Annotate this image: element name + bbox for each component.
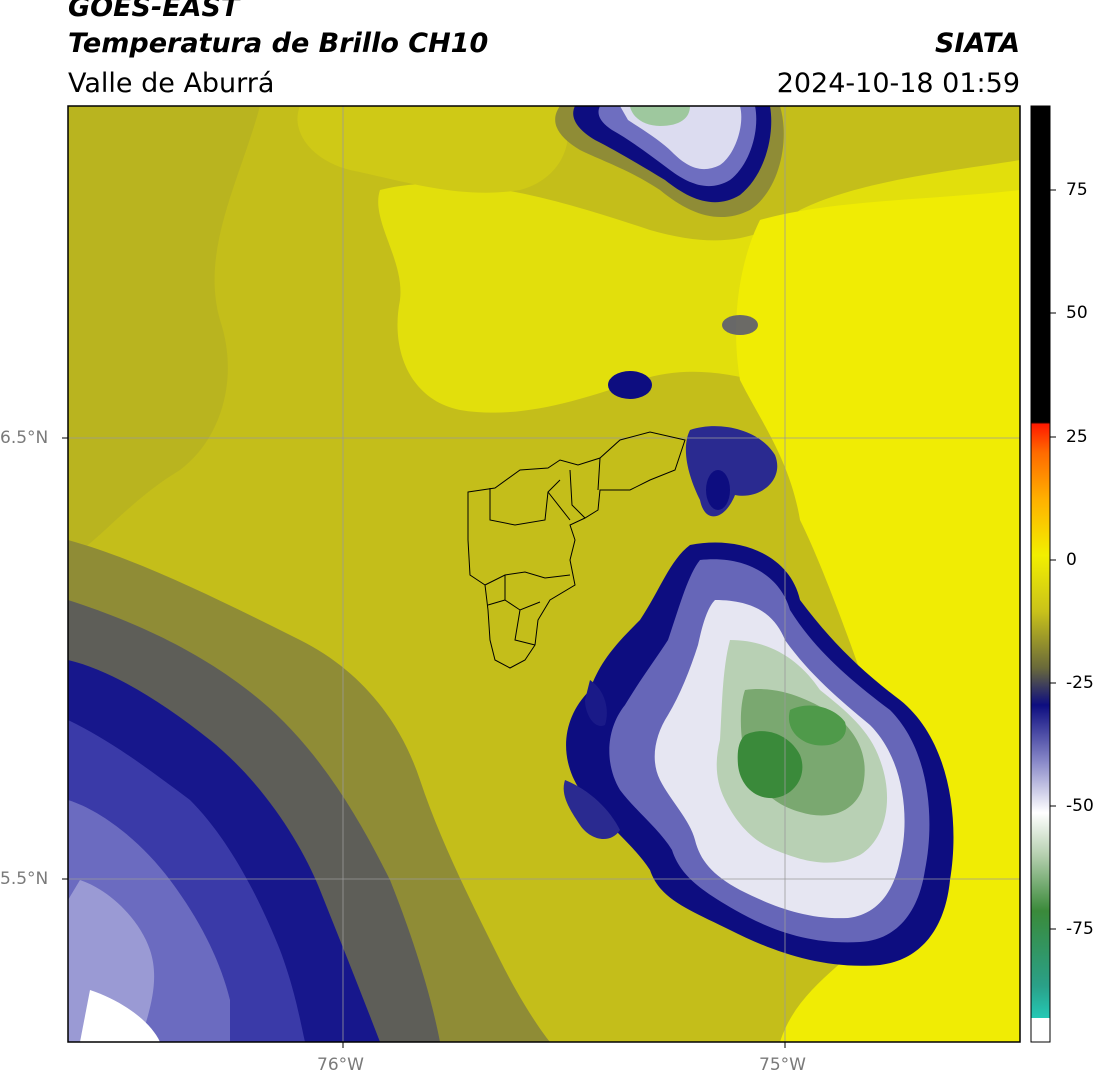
datetime-label: 2024-10-18 01:59 <box>776 68 1020 99</box>
satellite-title: GOES-EAST <box>68 0 240 23</box>
colorbar-tick-25: 25 <box>1066 427 1088 447</box>
map-frame <box>67 105 1021 1043</box>
colorbar-tick-0: 0 <box>1066 550 1077 570</box>
lon-label-76w: 76°W <box>317 1055 364 1075</box>
colorbar-tick-minus50: -50 <box>1066 796 1094 816</box>
municipality-boundaries <box>467 431 686 669</box>
lat-label-6-5n: 6.5°N <box>0 428 49 448</box>
colorbar <box>1030 105 1056 1043</box>
lon-label-75w: 75°W <box>759 1055 806 1075</box>
product-title: Temperatura de Brillo CH10 <box>68 28 489 59</box>
region-label: Valle de Aburrá <box>68 68 275 99</box>
colorbar-tick-50: 50 <box>1066 303 1088 323</box>
colorbar-tick-minus75: -75 <box>1066 919 1094 939</box>
lat-label-5-5n: 5.5°N <box>0 869 49 889</box>
agency-label: SIATA <box>934 28 1020 59</box>
temperature-field <box>68 106 1020 1042</box>
colorbar-tick-75: 75 <box>1066 180 1088 200</box>
colorbar-tick-minus25: -25 <box>1066 673 1094 693</box>
